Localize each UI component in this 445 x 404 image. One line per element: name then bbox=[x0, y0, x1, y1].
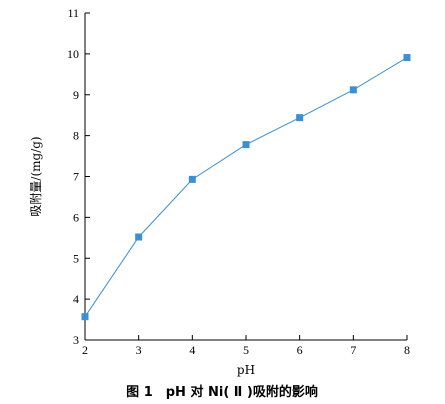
x-tick-label: 7 bbox=[350, 343, 356, 357]
y-tick-label: 7 bbox=[73, 170, 79, 184]
x-tick-label: 2 bbox=[82, 343, 88, 357]
figure-caption: 图 1 pH 对 Ni( Ⅱ )吸附的影响 bbox=[126, 384, 318, 400]
x-tick-label: 6 bbox=[297, 343, 303, 357]
x-tick-label: 3 bbox=[136, 343, 142, 357]
series-line bbox=[84, 57, 408, 317]
data-point bbox=[188, 175, 196, 183]
x-tick-label: 4 bbox=[189, 343, 195, 357]
data-point bbox=[296, 114, 304, 122]
y-tick-label: 3 bbox=[73, 333, 79, 347]
y-tick-label: 9 bbox=[73, 88, 79, 102]
data-point bbox=[403, 54, 411, 62]
x-axis-title: pH bbox=[237, 363, 255, 377]
x-tick-label: 8 bbox=[404, 343, 410, 357]
data-point bbox=[135, 233, 143, 241]
y-axis-title: 吸附量/(mg/g) bbox=[29, 136, 43, 216]
y-tick-label: 6 bbox=[73, 210, 79, 224]
y-tick-label: 5 bbox=[73, 251, 79, 265]
axes bbox=[84, 13, 407, 341]
y-tick-label: 8 bbox=[73, 129, 79, 143]
data-point bbox=[349, 86, 357, 94]
data-point bbox=[81, 313, 89, 321]
y-tick-label: 4 bbox=[73, 292, 79, 306]
y-axis-ticks: 3 4 5 6 7 8 9 10 11 bbox=[67, 6, 90, 347]
x-tick-label: 5 bbox=[243, 343, 249, 357]
x-axis-ticks: 2 3 4 5 6 7 8 bbox=[82, 335, 410, 357]
y-tick-label: 10 bbox=[67, 47, 79, 61]
data-point bbox=[242, 141, 250, 149]
y-tick-label: 11 bbox=[67, 6, 79, 20]
data-series bbox=[81, 54, 411, 321]
